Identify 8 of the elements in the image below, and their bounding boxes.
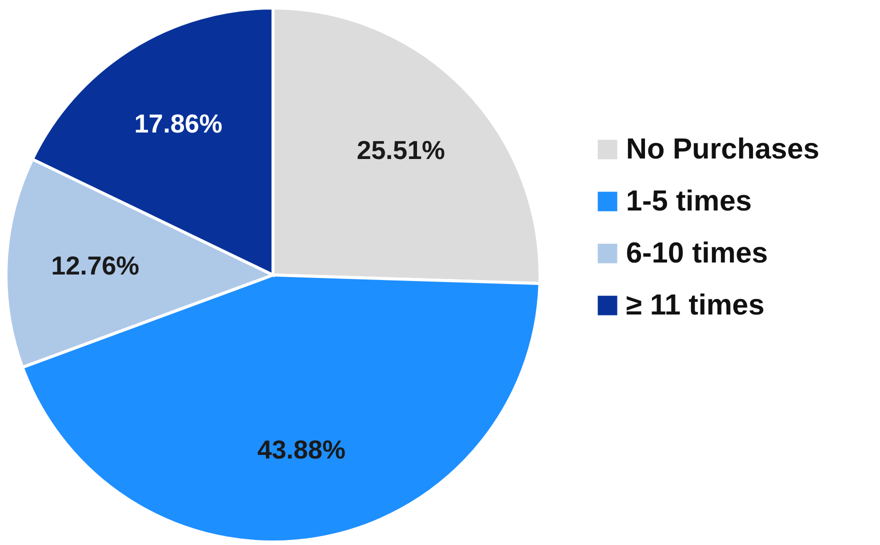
legend-label: ≥ 11 times [626, 290, 764, 322]
legend-label: 1-5 times [626, 186, 752, 218]
data-label: 25.51% [356, 135, 445, 166]
data-label: 43.88% [257, 434, 346, 465]
legend-label: 6-10 times [626, 238, 768, 270]
legend-label: No Purchases [626, 134, 820, 166]
data-label: 17.86% [134, 108, 222, 138]
data-label: 12.76% [51, 250, 140, 280]
